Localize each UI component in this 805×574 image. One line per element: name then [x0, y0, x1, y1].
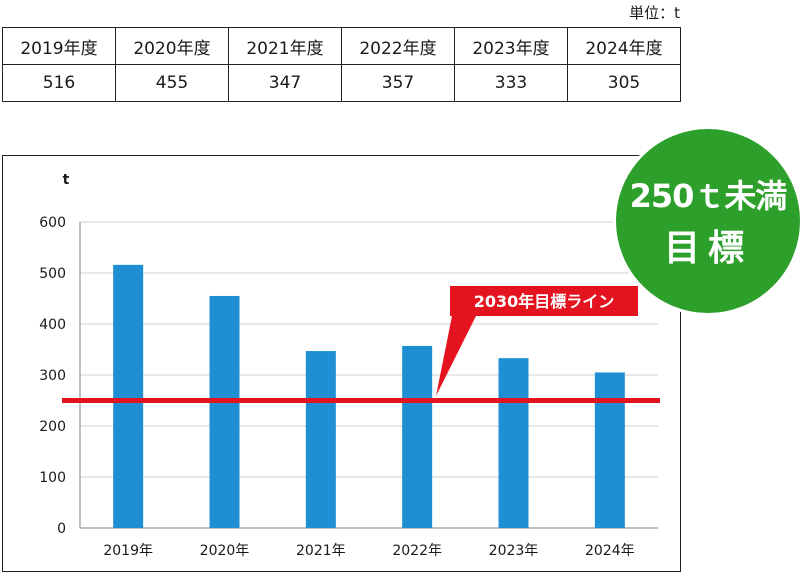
target-badge: 250ｔ未満 目標 — [613, 126, 803, 316]
x-tick-label: 2022年 — [392, 543, 442, 559]
x-tick-label: 2024年 — [585, 543, 635, 559]
target-label: 2030年目標ライン — [474, 292, 615, 311]
table-year-cell: 2024年度 — [567, 27, 681, 65]
x-tick-label: 2019年 — [103, 543, 153, 559]
bar — [113, 264, 144, 528]
y-tick-label: 500 — [39, 266, 66, 282]
y-tick-label: 600 — [39, 215, 66, 231]
y-tick-label: 300 — [39, 368, 66, 384]
bar — [305, 351, 336, 528]
x-tick-label: 2020年 — [200, 543, 250, 559]
target-label-box — [450, 286, 638, 316]
table-value-cell: 455 — [115, 64, 229, 102]
table-year-cell: 2023年度 — [454, 27, 568, 65]
table-year-cell: 2020年度 — [115, 27, 229, 65]
table-value-row: 516 455 347 357 333 305 — [2, 64, 681, 102]
table-year-cell: 2022年度 — [341, 27, 455, 65]
bar — [209, 295, 240, 528]
table-value-cell: 357 — [341, 64, 455, 102]
data-table: 2019年度 2020年度 2021年度 2022年度 2023年度 2024年… — [2, 27, 681, 102]
badge-target-label: 目標 — [663, 228, 752, 269]
y-tick-label: 400 — [39, 317, 66, 333]
table-year-cell: 2019年度 — [2, 27, 116, 65]
bar — [594, 372, 625, 528]
y-tick-label: 100 — [39, 470, 66, 486]
table-value-cell: 305 — [567, 64, 681, 102]
y-tick-label: 0 — [57, 521, 66, 537]
y-axis-label: t — [63, 172, 70, 188]
unit-label: 単位：t — [629, 4, 680, 22]
x-tick-label: 2023年 — [489, 543, 539, 559]
table-value-cell: 516 — [2, 64, 116, 102]
badge-target-amount: 250ｔ未満 — [629, 177, 788, 215]
chart-frame — [2, 155, 681, 572]
target-callout-pointer — [436, 316, 476, 396]
table-value-cell: 347 — [228, 64, 342, 102]
y-tick-label: 200 — [39, 419, 66, 435]
bar — [498, 358, 529, 528]
table-year-cell: 2021年度 — [228, 27, 342, 65]
table-value-cell: 333 — [454, 64, 568, 102]
table-header-row: 2019年度 2020年度 2021年度 2022年度 2023年度 2024年… — [2, 27, 681, 65]
x-tick-label: 2021年 — [296, 543, 346, 559]
bar — [402, 345, 433, 528]
